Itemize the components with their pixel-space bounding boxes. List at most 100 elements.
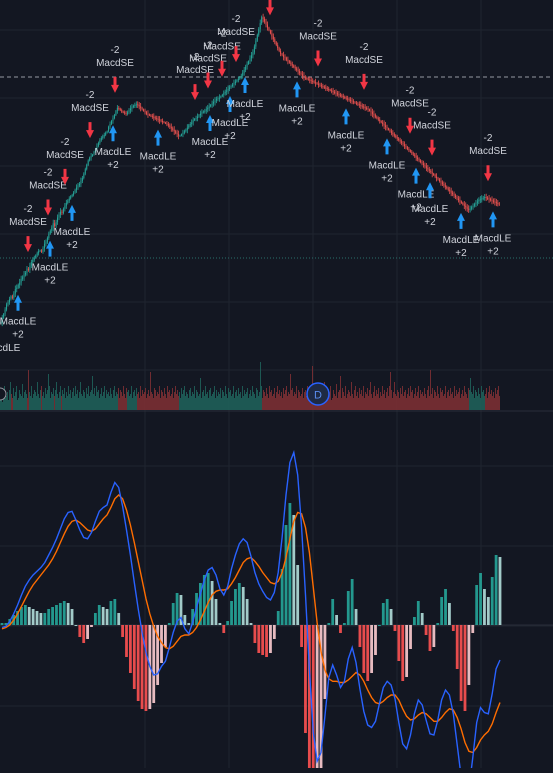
volume-bar-142 bbox=[142, 390, 143, 410]
volume-bar-378 bbox=[378, 388, 379, 410]
candle-body-224 bbox=[326, 88, 328, 90]
candle-body-244 bbox=[355, 102, 357, 104]
volume-bar-211 bbox=[211, 396, 212, 410]
signal-qty-23: -2 bbox=[406, 86, 415, 97]
macd-histogram-bar-80 bbox=[311, 625, 315, 773]
candle-body-302 bbox=[440, 180, 442, 183]
candle-body-317 bbox=[462, 202, 464, 205]
macd-histogram-bar-43 bbox=[167, 623, 171, 625]
price-panel[interactable] bbox=[0, 13, 553, 327]
macd-histogram-bar-42 bbox=[164, 625, 167, 647]
volume-bar-124 bbox=[124, 394, 125, 410]
volume-bar-223 bbox=[223, 392, 224, 410]
candle-body-289 bbox=[421, 161, 423, 164]
macd-histogram-bar-104 bbox=[405, 625, 409, 677]
candle-body-295 bbox=[430, 170, 432, 173]
volume-bar-209 bbox=[209, 390, 210, 410]
candle-body-74 bbox=[108, 126, 110, 132]
volume-bar-341 bbox=[341, 398, 342, 410]
volume-bar-441 bbox=[441, 392, 442, 410]
volume-bar-407 bbox=[407, 394, 408, 410]
volume-bar-116 bbox=[116, 392, 117, 410]
volume-bar-187 bbox=[187, 394, 188, 410]
signal-label-21: MacdLE bbox=[328, 130, 365, 141]
candle-body-49 bbox=[71, 194, 73, 197]
volume-bar-6 bbox=[6, 396, 7, 410]
left-edge-badge[interactable] bbox=[0, 387, 7, 401]
volume-bar-79 bbox=[79, 392, 80, 410]
volume-bar-133 bbox=[133, 392, 134, 410]
volume-bar-105 bbox=[105, 398, 106, 410]
candle-body-212 bbox=[309, 79, 311, 81]
candle-body-93 bbox=[135, 104, 137, 106]
volume-bar-210 bbox=[210, 388, 211, 410]
candle-body-241 bbox=[351, 100, 353, 102]
volume-bar-228 bbox=[228, 388, 229, 410]
macd-histogram-bar-64 bbox=[249, 623, 253, 625]
candle-body-85 bbox=[124, 112, 126, 114]
macd-histogram-bar-61 bbox=[237, 583, 241, 625]
candle-body-275 bbox=[401, 141, 403, 143]
volume-bar-188 bbox=[188, 398, 189, 410]
signal-qty-15: -2 bbox=[232, 14, 241, 25]
sell-arrow-icon-23 bbox=[406, 117, 414, 134]
volume-bar-5 bbox=[5, 398, 6, 410]
macd-histogram-bar-5 bbox=[20, 607, 23, 625]
signal-qty-12: +2 bbox=[204, 150, 216, 161]
volume-bar-356 bbox=[356, 396, 357, 410]
candle-body-218 bbox=[318, 83, 320, 85]
candle-body-285 bbox=[415, 156, 417, 158]
signal-label-1: MacdSE bbox=[9, 217, 47, 228]
session-badge[interactable] bbox=[306, 382, 330, 406]
candle-body-225 bbox=[328, 88, 330, 90]
volume-bar-471 bbox=[471, 392, 472, 410]
candle-body-164 bbox=[239, 77, 241, 79]
volume-bar-207 bbox=[207, 392, 208, 410]
candle-body-21 bbox=[30, 262, 32, 266]
volume-bar-60 bbox=[60, 386, 61, 410]
volume-bar-125 bbox=[125, 398, 126, 410]
macd-histogram-bar-29 bbox=[113, 599, 117, 625]
macd-histogram-bar-89 bbox=[346, 591, 350, 625]
volume-bar-388 bbox=[388, 396, 389, 410]
candle-body-126 bbox=[183, 131, 185, 133]
volume-bar-426 bbox=[426, 398, 427, 410]
volume-bar-145 bbox=[145, 388, 146, 410]
volume-bar-430 bbox=[430, 370, 431, 410]
candle-body-335 bbox=[488, 198, 490, 200]
candle-body-44 bbox=[64, 205, 66, 209]
candle-body-217 bbox=[316, 83, 318, 85]
candle-body-124 bbox=[180, 134, 182, 136]
volume-bar-241 bbox=[241, 398, 242, 410]
candle-body-43 bbox=[62, 208, 64, 214]
candle-body-176 bbox=[256, 34, 258, 41]
volume-bar-75 bbox=[75, 386, 76, 410]
candle-body-182 bbox=[265, 21, 267, 25]
signal-qty-24: -2 bbox=[428, 108, 437, 119]
candle-body-300 bbox=[437, 178, 439, 180]
macd-histogram-bar-67 bbox=[261, 625, 265, 655]
macd-panel[interactable] bbox=[0, 449, 553, 773]
candle-body-291 bbox=[424, 164, 426, 167]
macd-histogram-bar-107 bbox=[416, 601, 420, 625]
signal-label-26: MacdLE bbox=[412, 204, 449, 215]
volume-bar-393 bbox=[393, 392, 394, 410]
macd-histogram-bar-58 bbox=[226, 621, 230, 625]
macd-histogram-bar-45 bbox=[175, 593, 179, 625]
volume-bar-26 bbox=[26, 394, 27, 410]
volume-bar-359 bbox=[359, 388, 360, 410]
candle-body-29 bbox=[42, 248, 44, 252]
volume-bar-328 bbox=[328, 396, 329, 410]
signal-label-14: MacdLE bbox=[212, 118, 249, 129]
candle-body-38 bbox=[55, 221, 57, 227]
macd-histogram-bar-8 bbox=[31, 609, 35, 625]
candle-body-195 bbox=[284, 56, 286, 59]
volume-bar-70 bbox=[70, 390, 71, 410]
candle-body-28 bbox=[41, 250, 43, 252]
candle-body-257 bbox=[374, 115, 376, 117]
candle-body-221 bbox=[322, 85, 324, 87]
candle-body-121 bbox=[176, 132, 178, 135]
volume-bar-383 bbox=[383, 394, 384, 410]
